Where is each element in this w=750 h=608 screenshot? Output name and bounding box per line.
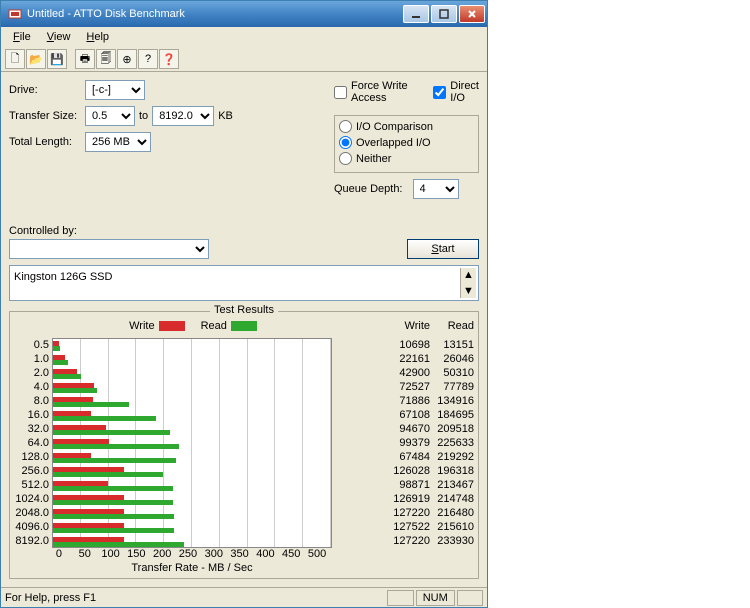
data-row: 127522215610	[386, 520, 474, 534]
data-row: 99379225633	[386, 436, 474, 450]
overlapped-io-radio[interactable]: Overlapped I/O	[339, 136, 474, 149]
statusbar: For Help, press F1 NUM	[1, 587, 487, 607]
open-icon[interactable]: 📂	[26, 49, 46, 69]
chart-area: 0.51.02.04.08.016.032.064.0128.0256.0512…	[14, 338, 372, 548]
bar-chart	[52, 338, 332, 548]
data-table: WriteRead 106981315122161260464290050310…	[386, 316, 474, 574]
to-label: to	[139, 110, 148, 122]
data-row: 98871213467	[386, 478, 474, 492]
settings-group: Drive: [-c-] Transfer Size: 0.5 to 8192.…	[9, 80, 479, 205]
status-help-text: For Help, press F1	[5, 592, 385, 604]
data-row: 71886134916	[386, 394, 474, 408]
queue-depth-select[interactable]: 4	[413, 179, 459, 199]
queue-depth-label: Queue Depth:	[334, 183, 403, 195]
minimize-button[interactable]	[403, 5, 429, 23]
app-window: Untitled - ATTO Disk Benchmark FileViewH…	[0, 0, 488, 608]
results-panel: Test Results Write Read 0.51.02.04.08.01…	[9, 311, 479, 579]
description-box: ▲▼	[9, 265, 479, 301]
description-scrollbar[interactable]: ▲▼	[460, 268, 476, 298]
drive-label: Drive:	[9, 84, 81, 96]
transfer-from-select[interactable]: 0.5	[85, 106, 135, 126]
data-row: 67108184695	[386, 408, 474, 422]
data-header: WriteRead	[386, 320, 474, 332]
description-input[interactable]	[12, 268, 460, 286]
titlebar: Untitled - ATTO Disk Benchmark	[1, 1, 487, 27]
legend-read: Read	[201, 320, 257, 332]
data-row: 127220216480	[386, 506, 474, 520]
controlled-row: Controlled by: Start	[9, 225, 479, 259]
start-button[interactable]: Start	[407, 239, 479, 259]
data-row: 2216126046	[386, 352, 474, 366]
content-area: Drive: [-c-] Transfer Size: 0.5 to 8192.…	[1, 72, 487, 587]
data-row: 127220233930	[386, 534, 474, 548]
data-row: 126919214748	[386, 492, 474, 506]
force-write-checkbox[interactable]: Force Write Access	[334, 80, 413, 104]
close-button[interactable]	[459, 5, 485, 23]
controlled-by-label: Controlled by:	[9, 225, 401, 237]
total-length-label: Total Length:	[9, 136, 81, 148]
data-row: 126028196318	[386, 464, 474, 478]
transfer-size-label: Transfer Size:	[9, 110, 81, 122]
status-num: NUM	[416, 590, 455, 606]
controlled-by-select[interactable]	[9, 239, 209, 259]
y-axis-labels: 0.51.02.04.08.016.032.064.0128.0256.0512…	[14, 338, 52, 548]
data-row: 94670209518	[386, 422, 474, 436]
total-length-select[interactable]: 256 MB	[85, 132, 151, 152]
x-axis-title: Transfer Rate - MB / Sec	[52, 562, 332, 574]
drive-select[interactable]: [-c-]	[85, 80, 145, 100]
app-icon	[7, 6, 23, 22]
menubar: FileViewHelp	[1, 27, 487, 47]
add-icon[interactable]: ⊕	[117, 49, 137, 69]
legend-write: Write	[129, 320, 184, 332]
window-title: Untitled - ATTO Disk Benchmark	[27, 8, 401, 20]
save-icon[interactable]: 💾	[47, 49, 67, 69]
data-row: 7252777789	[386, 380, 474, 394]
data-row: 4290050310	[386, 366, 474, 380]
toolbar: 🗋📂💾 🖶🗐⊕?❓	[1, 47, 487, 72]
io-comparison-radio[interactable]: I/O Comparison	[339, 120, 474, 133]
print-icon[interactable]: 🖶	[75, 49, 95, 69]
data-row: 1069813151	[386, 338, 474, 352]
transfer-to-select[interactable]: 8192.0	[152, 106, 214, 126]
copy-icon[interactable]: 🗐	[96, 49, 116, 69]
status-section-3	[457, 590, 483, 606]
chart-legend: Write Read	[14, 320, 372, 332]
status-section-1	[387, 590, 413, 606]
neither-radio[interactable]: Neither	[339, 152, 474, 165]
kb-label: KB	[218, 110, 233, 122]
whatsthis-icon[interactable]: ❓	[159, 49, 179, 69]
menu-help[interactable]: Help	[78, 29, 117, 45]
menu-view[interactable]: View	[39, 29, 79, 45]
direct-io-checkbox[interactable]: Direct I/O	[433, 80, 479, 104]
maximize-button[interactable]	[431, 5, 457, 23]
menu-file[interactable]: File	[5, 29, 39, 45]
help-icon[interactable]: ?	[138, 49, 158, 69]
results-title: Test Results	[210, 304, 278, 316]
new-icon[interactable]: 🗋	[5, 49, 25, 69]
x-axis-labels: 050100150200250300350400450500	[52, 548, 336, 560]
data-row: 67484219292	[386, 450, 474, 464]
